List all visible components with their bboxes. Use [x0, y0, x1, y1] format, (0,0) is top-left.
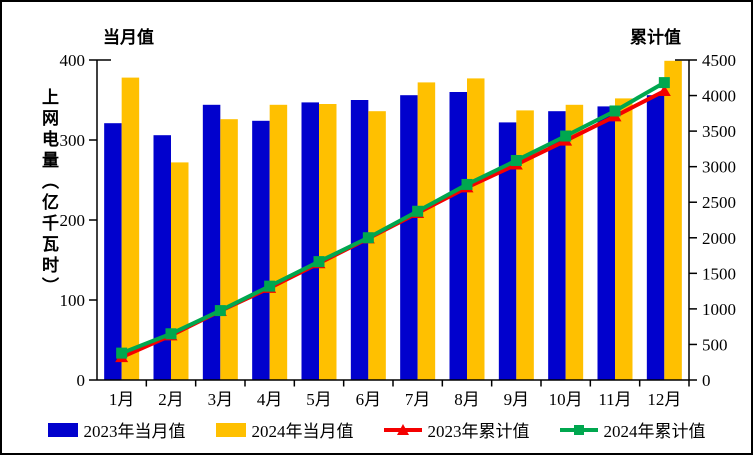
bar-2023年当月值-7月 [400, 95, 418, 380]
left-axis-tick-label: 100 [60, 291, 86, 310]
right-axis-tick-label: 500 [702, 335, 728, 354]
marker-square-2024年累计值-11月 [609, 105, 621, 117]
bar-2024年当月值-8月 [467, 78, 485, 381]
right-axis-tick-label: 4500 [702, 51, 736, 70]
marker-square-2024年累计值-8月 [461, 178, 473, 190]
legend-swatch-2024-cumulative [559, 422, 598, 438]
bar-2023年当月值-4月 [252, 120, 270, 381]
right-axis-tick-label: 4000 [702, 87, 736, 106]
right-axis-tick-label: 0 [702, 371, 711, 390]
x-axis-label: 7月 [405, 390, 431, 409]
right-axis-tick-label: 2000 [702, 229, 736, 248]
right-axis-tick-label: 1500 [702, 264, 736, 283]
bar-2023年当月值-12月 [646, 95, 665, 380]
y-axis-label: 上网电量（亿千瓦时） [39, 88, 58, 298]
x-axis-label: 3月 [208, 390, 234, 409]
bar-2024年当月值-6月 [368, 111, 386, 380]
x-axis-label: 5月 [306, 390, 332, 409]
x-axis-label: 8月 [454, 390, 480, 409]
left-axis-tick-label: 300 [60, 131, 86, 150]
marker-square-2024年累计值-10月 [560, 130, 572, 142]
bar-2024年当月值-11月 [615, 98, 633, 381]
left-axis-title: 当月值 [103, 28, 154, 47]
x-axis-label: 10月 [549, 390, 583, 409]
triangle-marker-icon [396, 423, 409, 435]
x-axis-label: 2月 [158, 390, 184, 409]
legend-label: 2024年当月值 [251, 422, 354, 441]
legend-item-2024-monthly: 2024年当月值 [215, 417, 354, 442]
marker-square-2024年累计值-5月 [313, 256, 325, 268]
legend-swatch-2024-monthly [215, 422, 246, 437]
bar-2024年当月值-3月 [220, 119, 238, 380]
marker-square-2024年累计值-12月 [658, 77, 670, 89]
marker-square-2024年累计值-1月 [116, 347, 128, 359]
right-axis-title: 累计值 [630, 28, 681, 47]
bar-2024年当月值-7月 [417, 82, 436, 381]
bar-2023年当月值-8月 [449, 92, 467, 380]
marker-square-2024年累计值-2月 [165, 328, 177, 340]
line-2024年累计值 [120, 80, 666, 355]
marker-square-2024年累计值-4月 [264, 280, 276, 292]
left-axis-tick-label: 200 [60, 211, 86, 230]
x-axis-label: 9月 [504, 390, 530, 409]
legend-label: 2023年当月值 [83, 422, 186, 441]
legend-swatch-2023-monthly [47, 422, 78, 437]
right-axis-tick-label: 3500 [702, 122, 736, 141]
x-axis-label: 1月 [109, 390, 135, 409]
bar-2023年当月值-9月 [498, 122, 517, 381]
legend-swatch-2023-cumulative [383, 422, 422, 438]
bar-2023年当月值-10月 [548, 111, 566, 380]
bar-2023年当月值-5月 [301, 102, 319, 381]
bar-2023年当月值-2月 [153, 135, 171, 380]
right-axis-tick-label: 3000 [702, 158, 736, 177]
bar-2024年当月值-9月 [516, 110, 534, 381]
bar-2024年当月值-5月 [319, 104, 337, 380]
bar-2023年当月值-1月 [104, 123, 122, 380]
legend-item-2024-cumulative: 2024年累计值 [559, 417, 706, 442]
x-axis-label: 12月 [647, 390, 681, 409]
marker-square-2024年累计值-9月 [510, 154, 522, 166]
bar-2023年当月值-3月 [202, 104, 221, 381]
bar-2023年当月值-11月 [597, 106, 615, 381]
bar-2024年当月值-4月 [269, 104, 288, 381]
x-axis-label: 4月 [257, 390, 283, 409]
legend-item-2023-cumulative: 2023年累计值 [383, 417, 530, 442]
marker-square-2024年累计值-7月 [412, 205, 424, 217]
x-axis-label: 6月 [356, 390, 382, 409]
marker-square-2024年累计值-3月 [214, 305, 226, 317]
legend-label: 2024年累计值 [603, 422, 706, 441]
right-axis-tick-label: 1000 [702, 300, 736, 319]
legend-item-2023-monthly: 2023年当月值 [47, 417, 186, 442]
right-axis-tick-label: 2500 [702, 193, 736, 212]
bar-2024年当月值-2月 [171, 162, 189, 380]
x-axis-label: 11月 [598, 390, 631, 409]
bar-2024年当月值-10月 [565, 104, 584, 381]
square-marker-icon [573, 424, 584, 435]
legend-label: 2023年累计值 [427, 422, 530, 441]
legend: 2023年当月值 2024年当月值 2023年累计值 2024年累计值 [2, 417, 751, 442]
bar-2024年当月值-1月 [121, 77, 140, 380]
left-axis-tick-label: 400 [60, 51, 86, 70]
marker-square-2024年累计值-6月 [362, 232, 374, 244]
bar-2024年当月值-12月 [664, 60, 682, 381]
left-axis-tick-label: 0 [77, 371, 86, 390]
marker-triangle-2023年累计值-12月 [657, 85, 671, 97]
